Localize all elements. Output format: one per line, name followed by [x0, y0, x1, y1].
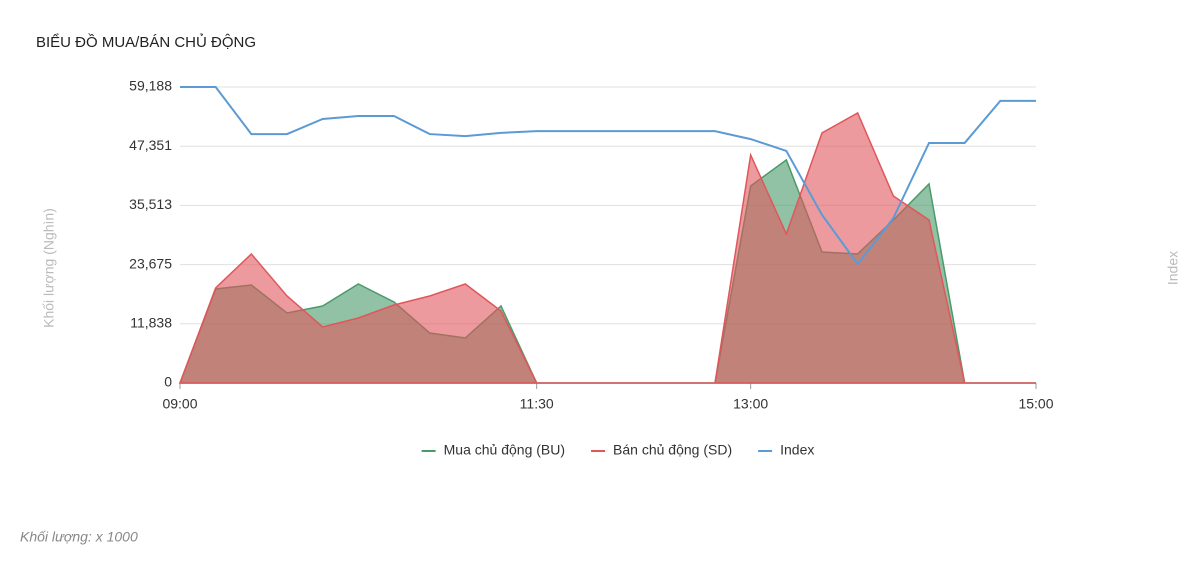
y-tick-label: 11,838 [130, 315, 172, 331]
area [178, 111, 1036, 384]
y2-axis-label: Index [1165, 251, 1181, 285]
y-tick-label: 23,675 [129, 255, 172, 271]
y-tick-label: 0 [164, 374, 172, 390]
x-tick-label: 15:00 [1018, 396, 1053, 412]
x-tick-label: 13:00 [733, 396, 768, 412]
index-line [180, 86, 1036, 266]
legend-label: Mua chủ động (BU) [444, 442, 565, 458]
x-tick-label: 09:00 [162, 396, 197, 412]
x-tick-label: 11:30 [520, 396, 554, 412]
y-tick-label: 35,513 [129, 196, 172, 212]
y-axis-label: Khối lượng (Nghìn) [41, 208, 57, 328]
legend-label: Index [780, 442, 814, 458]
footnote: Khối lượng: x 1000 [20, 529, 138, 545]
y-tick-label: 59,188 [129, 78, 172, 94]
y-tick-label: 47,351 [129, 137, 172, 153]
legend-label: Bán chủ động (SD) [613, 442, 732, 458]
chart-title: BIỂU ĐỒ MUA/BÁN CHỦ ĐỘNG [36, 33, 256, 51]
